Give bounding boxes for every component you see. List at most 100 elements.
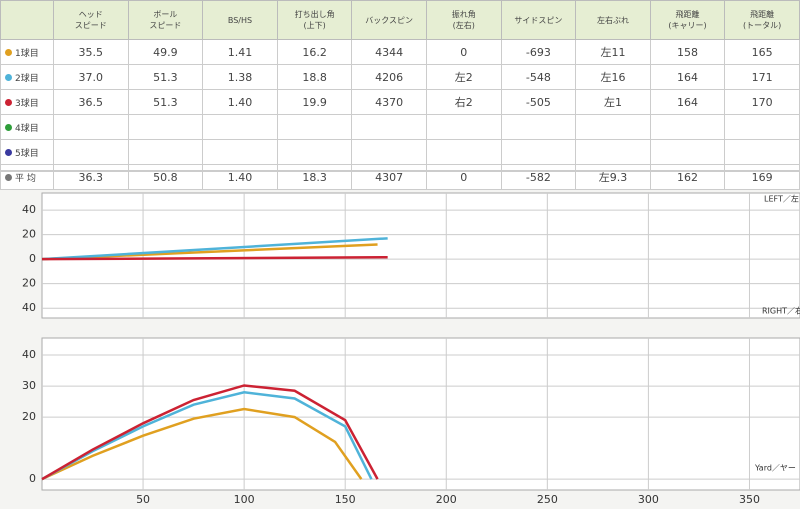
cell: 164: [649, 64, 726, 90]
header-line: (トータル): [743, 21, 782, 30]
header-line: 飛距離: [675, 10, 700, 19]
cell: 36.3: [53, 164, 129, 190]
header-line: サイドスピン: [514, 15, 563, 25]
row: 2球目 37.0 51.3 1.38 18.8 4206 左2 -548 左16 164 171: [0, 64, 800, 90]
cell: 49.9: [127, 39, 204, 65]
header-line: 打ち出し角: [294, 10, 335, 19]
header-line: ヘッド: [78, 10, 103, 19]
color-dot: [5, 73, 12, 81]
shot-table: ヘッド スピード ボール スピード BS/HS 打ち出し角 (上下) バックスピン 振れ角 (左右…: [0, 0, 800, 190]
cell: 左2: [425, 64, 502, 90]
cell: 171: [724, 64, 800, 90]
row: 1球目 35.5 49.9 1.41 16.2 4344 0 -693 左11 158 165: [0, 39, 800, 65]
cell: [53, 114, 129, 140]
row: 平 均 36.3 50.8 1.40 18.3 4307 0 -582 左9.3 162 169: [0, 164, 800, 190]
row: 3球目 36.5 51.3 1.40 19.9 4370 右2 -505 左1 164 170: [0, 89, 800, 115]
trajectory: [41, 407, 363, 481]
x-tick-label: 150: [335, 493, 356, 506]
label: 4球目: [15, 123, 39, 134]
cell: 165: [724, 39, 800, 65]
cell: 1.40: [202, 89, 278, 115]
color-dot: [5, 48, 12, 56]
y-tick-label: 40: [22, 301, 36, 314]
y-tick-label: 30: [22, 379, 36, 392]
cell: 4344: [351, 39, 427, 65]
y-tick-label: 20: [22, 228, 36, 241]
column-header: 振れ角 (左右): [425, 0, 502, 40]
header-line: (上下): [303, 21, 326, 30]
cell: 162: [649, 164, 726, 190]
x-axis-label: Yard／ヤー: [754, 464, 796, 473]
cell: 4370: [351, 89, 427, 115]
x-tick-label: 50: [136, 493, 150, 506]
cell: 164: [649, 89, 726, 115]
cell: [425, 114, 502, 140]
cell: 158: [649, 39, 726, 65]
cell: [724, 114, 800, 140]
x-tick-label: 350: [739, 493, 760, 506]
corner-label: LEFT／左: [764, 194, 799, 204]
header-row: ヘッド スピード ボール スピード BS/HS 打ち出し角 (上下) バックスピン 振れ角 (左右…: [0, 0, 800, 40]
cell: 左9.3: [575, 164, 651, 190]
row-label: 4球目: [0, 114, 54, 140]
cell: 1.40: [202, 164, 278, 190]
color-dot: [5, 98, 12, 106]
row-label: 2球目: [0, 64, 54, 90]
cell: 1.41: [202, 39, 278, 65]
cell: -548: [500, 64, 577, 90]
cell: [276, 114, 353, 140]
label: 3球目: [15, 98, 39, 109]
cell: [500, 114, 577, 140]
x-tick-label: 250: [537, 493, 558, 506]
header-line: スピード: [74, 21, 107, 30]
color-dot: [5, 123, 12, 131]
x-tick-label: 100: [234, 493, 255, 506]
column-header: 左右ぶれ: [575, 0, 651, 40]
cell: [53, 139, 129, 165]
header-line: バックスピン: [365, 15, 414, 25]
row-label: 平 均: [0, 164, 54, 190]
trajectory: [41, 237, 388, 261]
cell: [649, 114, 726, 140]
color-dot: [5, 148, 12, 156]
cell: 169: [724, 164, 800, 190]
header-line: (キャリー): [668, 21, 707, 30]
cell: 19.9: [276, 89, 353, 115]
label: 1球目: [15, 48, 39, 59]
cell: 4206: [351, 64, 427, 90]
column-header: サイドスピン: [500, 0, 577, 40]
cell: 0: [425, 164, 502, 190]
column-header: ボール スピード: [127, 0, 204, 40]
header-line: スピード: [149, 21, 182, 30]
plot-area: [41, 192, 800, 319]
cell: -582: [500, 164, 577, 190]
row: 4球目: [0, 114, 800, 140]
x-tick-label: 300: [638, 493, 659, 506]
cell: 16.2: [276, 39, 353, 65]
header-line: BS/HS: [227, 15, 253, 25]
row-label: 3球目: [0, 89, 54, 115]
header-line: 振れ角: [451, 10, 476, 19]
row: 5球目: [0, 139, 800, 165]
y-tick-label: 0: [29, 472, 36, 485]
cell: 左1: [575, 89, 651, 115]
y-tick-label: 40: [22, 203, 36, 216]
plot-area: [41, 337, 800, 491]
header-line: 飛距離: [750, 10, 775, 19]
column-header: バックスピン: [351, 0, 427, 40]
cell: [649, 139, 726, 165]
label: 2球目: [15, 73, 39, 84]
x-tick-label: 200: [436, 493, 457, 506]
cell: [127, 114, 204, 140]
trajectory: [41, 255, 388, 261]
header-line: 左右ぶれ: [596, 15, 629, 25]
trajectory: [41, 384, 379, 481]
cell: [127, 139, 204, 165]
y-tick-label: 0: [29, 252, 36, 265]
label: 5球目: [15, 148, 39, 159]
header-line: (左右): [452, 21, 475, 30]
corner: [0, 0, 54, 40]
cell: [202, 114, 278, 140]
